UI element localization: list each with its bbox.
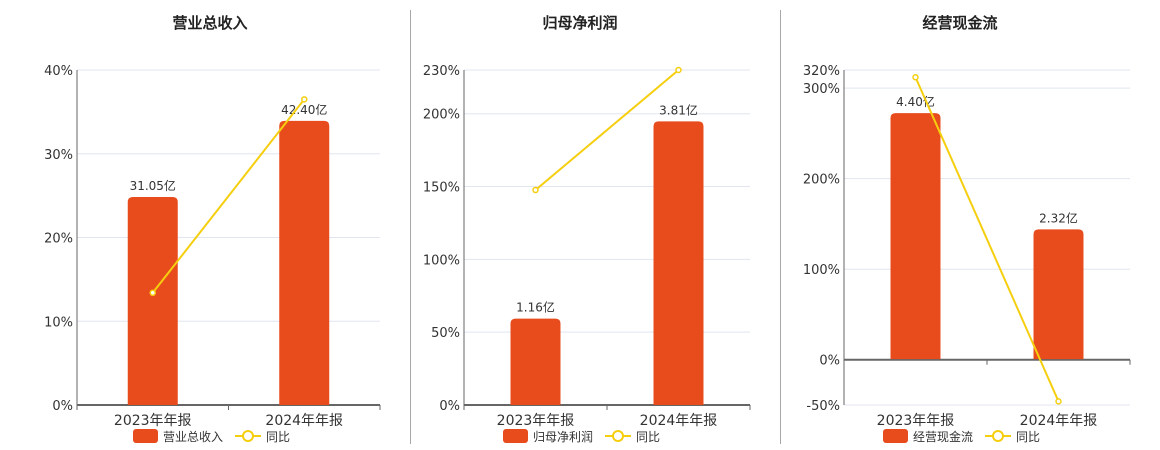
bar-data-label: 2.32亿 bbox=[1039, 210, 1078, 225]
bar bbox=[1033, 229, 1084, 360]
yoy-point bbox=[532, 186, 539, 194]
yoy-point bbox=[149, 289, 156, 297]
legend-bar-label: 经营现金流 bbox=[913, 429, 973, 444]
y-tick-label: 30% bbox=[44, 148, 73, 163]
y-tick-label: 50% bbox=[431, 326, 460, 341]
y-tick-label: 300% bbox=[803, 82, 840, 97]
y-tick-label: 0% bbox=[819, 354, 840, 369]
x-tick-label: 2023年年报 bbox=[497, 413, 575, 429]
y-tick-label: 0% bbox=[52, 399, 73, 414]
bar-data-label: 31.05亿 bbox=[130, 178, 176, 193]
bar-data-label: 1.16亿 bbox=[516, 300, 555, 315]
y-tick-label: 200% bbox=[803, 173, 840, 188]
x-tick-label: 2023年年报 bbox=[114, 413, 192, 429]
y-tick-label: 320% bbox=[803, 64, 840, 79]
x-tick-label: 2024年年报 bbox=[640, 413, 718, 429]
bar bbox=[510, 318, 561, 405]
chart-title: 营业总收入 bbox=[172, 14, 247, 32]
y-tick-label: 200% bbox=[423, 108, 460, 123]
bar-data-label: 42.40亿 bbox=[281, 102, 327, 117]
y-tick-label: 10% bbox=[44, 315, 73, 330]
yoy-point bbox=[1055, 398, 1062, 405]
legend-bar-label: 归母净利润 bbox=[533, 430, 593, 444]
y-tick-label: 100% bbox=[803, 263, 840, 278]
bar bbox=[279, 120, 330, 406]
legend-line-label: 同比 bbox=[1016, 430, 1040, 444]
bar bbox=[127, 196, 178, 405]
legend-line-label: 同比 bbox=[266, 430, 290, 444]
chart-title: 归母净利润 bbox=[542, 14, 617, 32]
x-tick-label: 2024年年报 bbox=[1020, 413, 1098, 429]
chart-title: 经营现金流 bbox=[922, 14, 997, 32]
yoy-point bbox=[301, 96, 308, 103]
yoy-line bbox=[151, 98, 306, 294]
yoy-point bbox=[912, 73, 919, 81]
y-tick-label: 0% bbox=[439, 399, 460, 414]
y-tick-label: -50% bbox=[806, 399, 840, 414]
y-tick-label: 230% bbox=[423, 64, 460, 79]
legend-bar-swatch bbox=[503, 429, 528, 443]
bar bbox=[890, 113, 941, 360]
y-tick-label: 40% bbox=[44, 64, 73, 79]
yoy-line bbox=[534, 69, 680, 191]
y-tick-label: 20% bbox=[44, 232, 73, 247]
x-tick-label: 2024年年报 bbox=[265, 413, 343, 429]
legend-bar-swatch bbox=[883, 429, 908, 443]
panel-divider bbox=[780, 10, 781, 444]
legend-bar-label: 营业总收入 bbox=[163, 430, 223, 444]
legend-bar-swatch bbox=[133, 429, 158, 443]
bar bbox=[653, 121, 704, 405]
bar-data-label: 3.81亿 bbox=[659, 102, 698, 117]
x-tick-label: 2023年年报 bbox=[877, 413, 955, 429]
panel-divider bbox=[410, 10, 411, 444]
yoy-point bbox=[675, 66, 682, 74]
y-tick-label: 150% bbox=[423, 181, 460, 196]
yoy-line bbox=[914, 76, 1060, 402]
legend-line-marker bbox=[612, 430, 624, 442]
legend-line-marker bbox=[242, 430, 254, 442]
legend-line-label: 同比 bbox=[636, 430, 660, 444]
y-tick-label: 100% bbox=[423, 253, 460, 268]
legend-line-marker bbox=[992, 430, 1004, 442]
